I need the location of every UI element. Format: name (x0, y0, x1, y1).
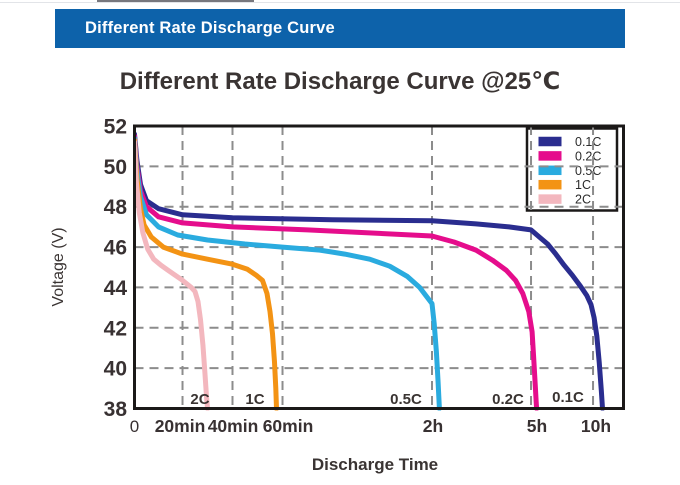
y-tick-label-50: 50 (104, 156, 127, 179)
legend-swatch-0-2c (538, 151, 562, 161)
x-tick-label-60min: 60min (263, 416, 314, 436)
y-tick-label-40: 40 (104, 358, 127, 381)
y-tick-label-52: 52 (104, 116, 127, 139)
header-title: Different Rate Discharge Curve (85, 19, 335, 37)
legend-swatch-0-5c (538, 165, 562, 176)
curve-label-2c: 2C (190, 391, 209, 408)
x-tick-label-5h: 5h (527, 416, 547, 436)
curve-labels: 0.1C 0.2C 0.5C 1C 2C (190, 389, 584, 408)
legend-swatch-1c (538, 179, 562, 190)
curve-label-1c: 1C (245, 391, 264, 408)
plot-border (133, 124, 625, 410)
curve-0-5c (133, 135, 442, 411)
legend-swatch-0-1c (538, 136, 562, 147)
curve-label-0-2c: 0.2C (492, 391, 524, 408)
y-tick-label-44: 44 (104, 277, 128, 300)
y-tick-label-38: 38 (104, 398, 128, 421)
y-axis-tick-labels: 52 50 48 46 44 42 40 38 (104, 116, 128, 422)
x-tick-label-2h: 2h (423, 416, 443, 436)
top-edge-artifact (97, 0, 254, 2)
y-axis-title: Voltage (V) (50, 227, 67, 306)
legend-label-1c: 1C (575, 178, 591, 192)
curve-label-0-1c: 0.1C (552, 389, 584, 406)
x-tick-label-40min: 40min (208, 416, 259, 436)
chart-title: Different Rate Discharge Curve @25℃ (119, 68, 561, 95)
y-tick-label-48: 48 (104, 196, 128, 219)
header-banner: Different Rate Discharge Curve (55, 9, 625, 48)
legend-swatch-2c (538, 194, 562, 204)
x-axis-title: Discharge Time (312, 455, 438, 474)
gridlines (134, 126, 624, 409)
legend-label-0-2c: 0.2C (575, 149, 601, 163)
y-tick-label-42: 42 (104, 317, 127, 340)
curve-2c (133, 139, 210, 411)
curve-label-0-5c: 0.5C (390, 391, 422, 408)
curves (133, 131, 605, 411)
top-edge-hairline (0, 2, 680, 3)
x-tick-label-20min: 20min (155, 416, 206, 436)
x-axis-tick-labels: 0 20min 40min 60min 2h 5h 10h (130, 416, 611, 436)
legend-label-0-1c: 0.1C (575, 135, 601, 149)
x-tick-label-0: 0 (130, 417, 139, 436)
x-tick-label-10h: 10h (581, 416, 611, 436)
y-tick-label-46: 46 (104, 237, 127, 260)
curve-0-2c (133, 133, 540, 411)
legend-label-0-5c: 0.5C (575, 164, 601, 178)
legend-label-2c: 2C (575, 193, 591, 207)
curve-0-1c (133, 131, 605, 411)
